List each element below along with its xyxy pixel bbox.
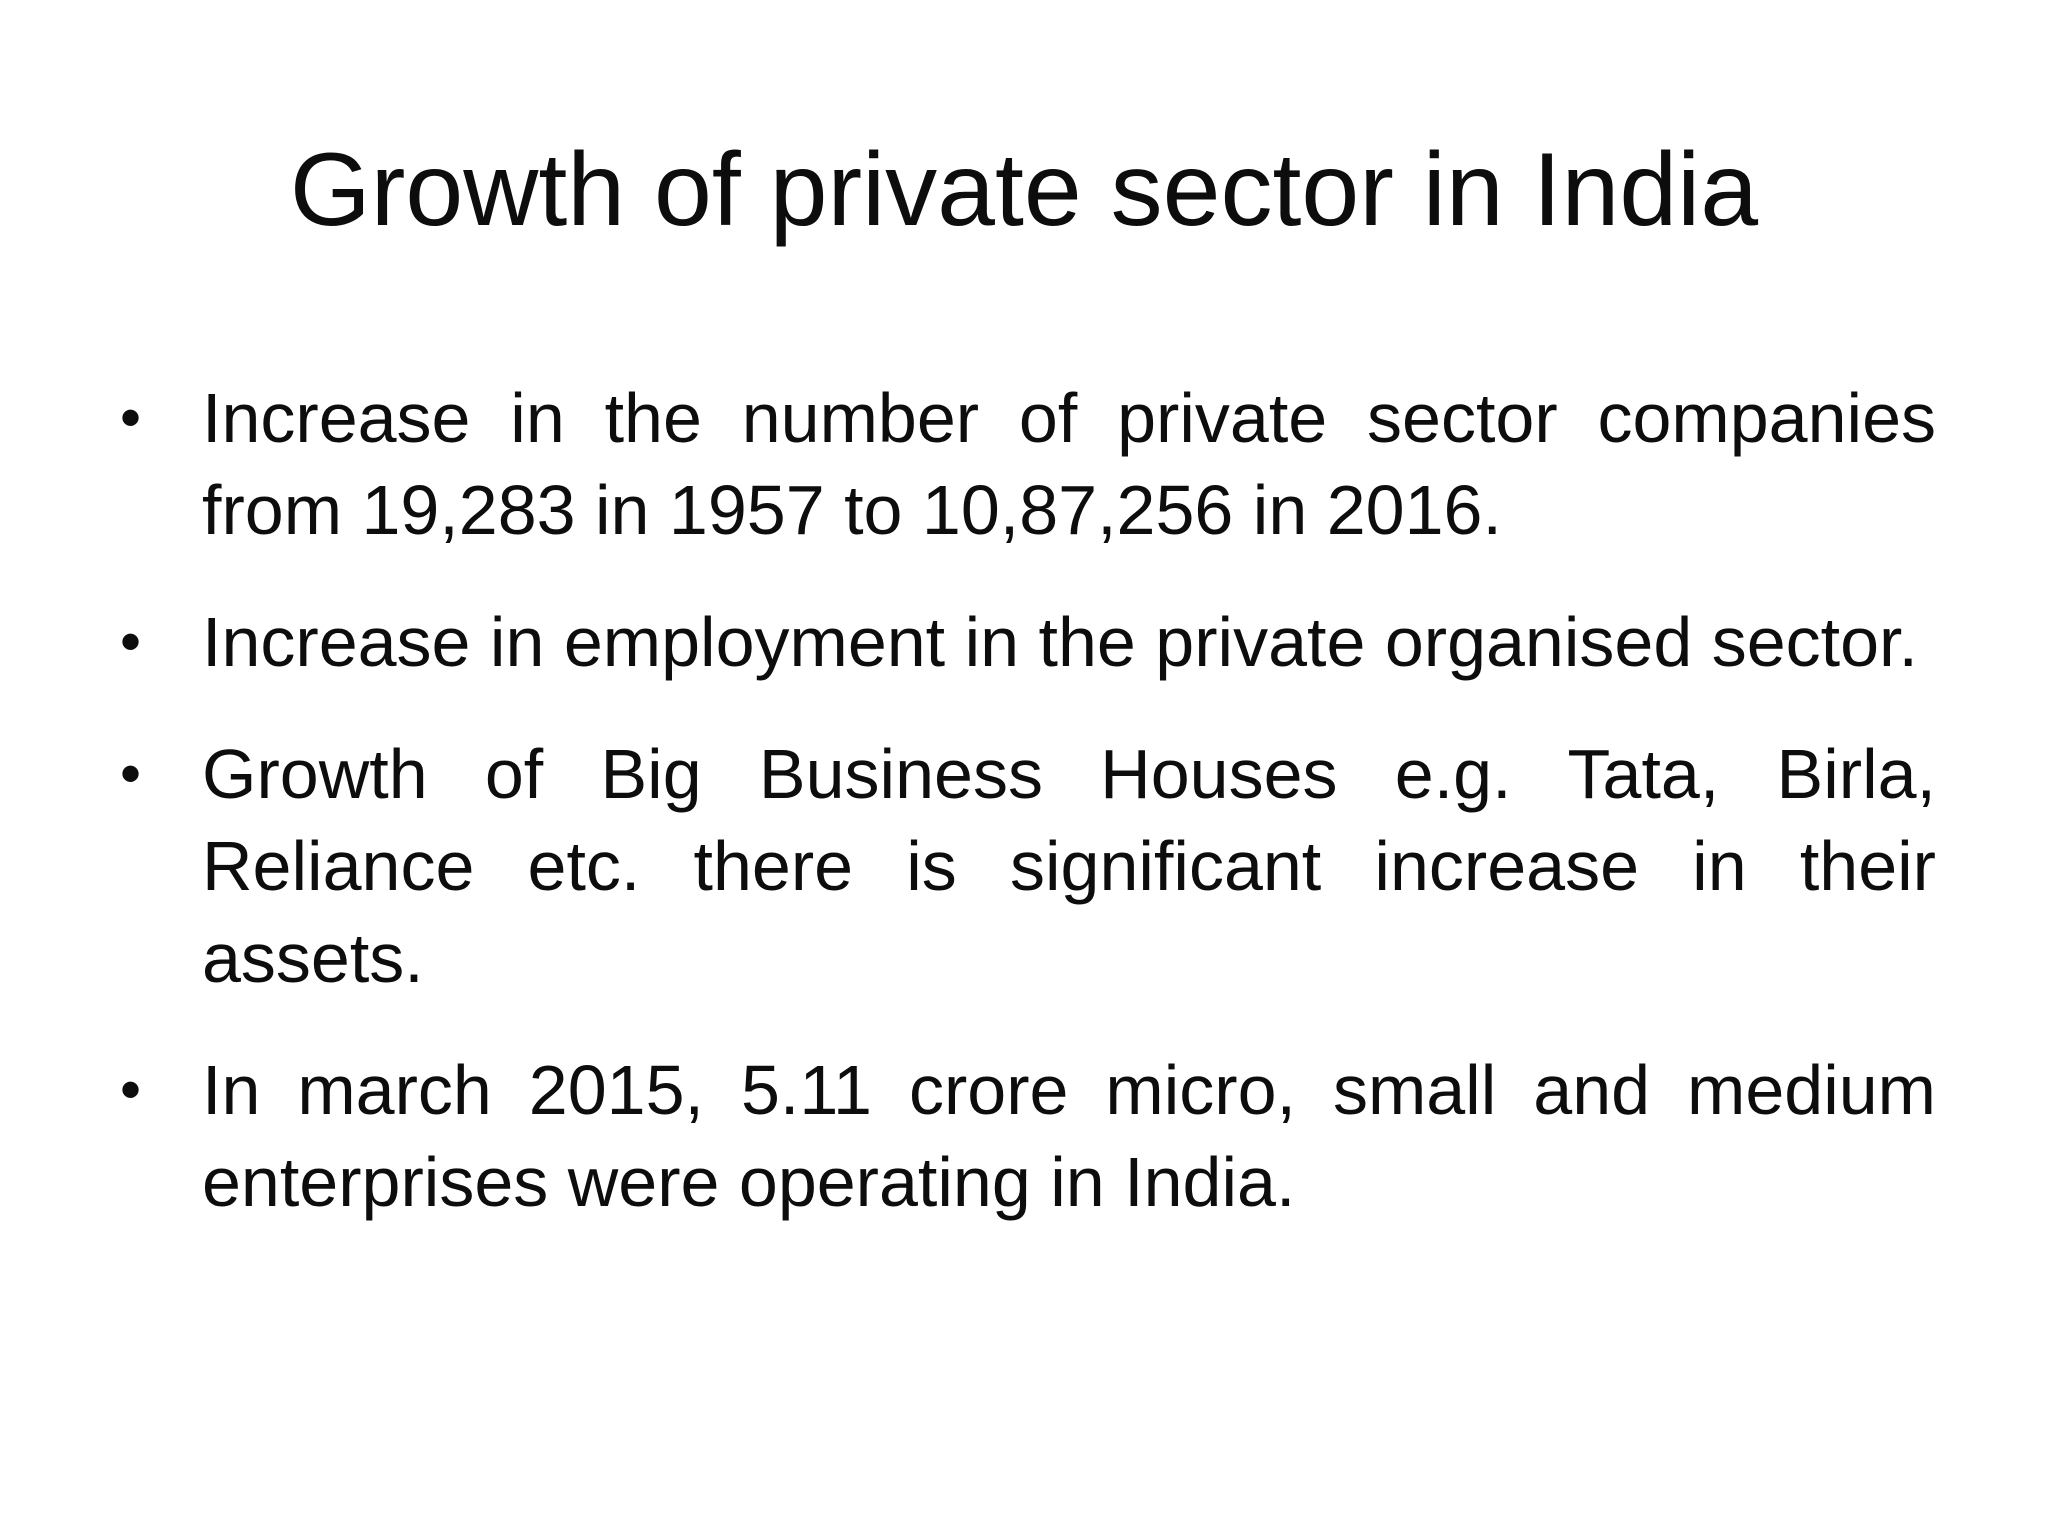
bullet-text: Increase in the number of private sector… [202,379,1936,549]
slide-title: Growth of private sector in India [289,132,1759,248]
bullet-item: • In march 2015, 5.11 crore micro, small… [120,1044,1936,1228]
bullet-item: • Increase in the number of private sect… [120,372,1936,556]
bullet-dot-icon: • [120,384,142,451]
bullet-text: Increase in employment in the private or… [202,603,1918,681]
bullet-item: • Growth of Big Business Houses e.g. Tat… [120,728,1936,1004]
bullet-dot-icon: • [120,740,142,807]
bullet-list: • Increase in the number of private sect… [120,372,1936,1268]
bullet-text: Growth of Big Business Houses e.g. Tata,… [202,735,1936,997]
bullet-dot-icon: • [120,1056,142,1123]
bullet-item: • Increase in employment in the private … [120,596,1936,688]
bullet-dot-icon: • [120,608,142,675]
bullet-text: In march 2015, 5.11 crore micro, small a… [202,1051,1936,1221]
